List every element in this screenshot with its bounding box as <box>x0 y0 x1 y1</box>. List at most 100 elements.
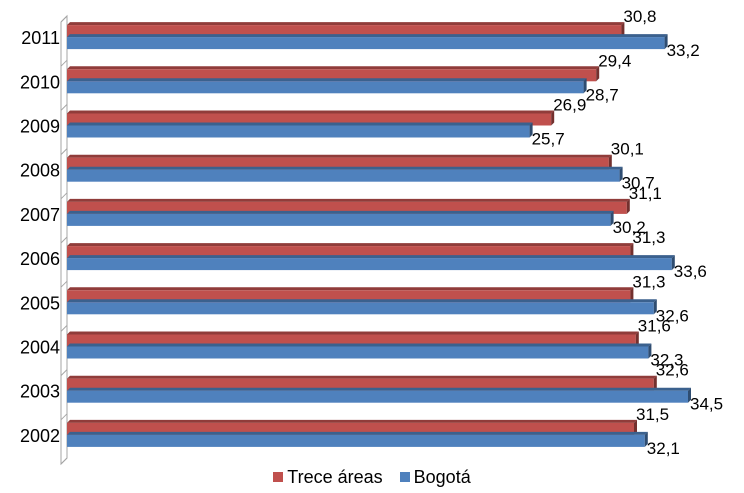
bar <box>67 37 665 50</box>
bar-top-face <box>67 198 630 202</box>
axis-tick <box>60 325 68 332</box>
data-label: 33,6 <box>674 262 707 281</box>
legend-label-series-2: Bogotá <box>413 466 471 487</box>
axis-tick <box>60 457 68 465</box>
bar-end-face <box>648 343 652 359</box>
bar-end-face <box>551 110 555 126</box>
bar-end-face <box>608 154 612 170</box>
data-label: 25,7 <box>532 130 565 149</box>
data-label: 32,1 <box>647 439 680 458</box>
bar-top-face <box>67 387 691 391</box>
bar-end-face <box>644 431 648 447</box>
bar-end-face <box>634 419 637 435</box>
bar <box>67 169 620 182</box>
axis-tick <box>60 236 68 244</box>
axis-tick <box>60 59 68 67</box>
axis-tick <box>60 104 68 111</box>
bar-end-face <box>610 210 614 226</box>
data-label: 30,7 <box>622 174 655 193</box>
bar <box>67 81 584 94</box>
bar-top-face <box>67 122 533 126</box>
bar-end-face <box>626 198 630 214</box>
bar-end-face <box>635 331 639 347</box>
bar-top-face <box>67 299 657 303</box>
legend-swatch-series-1 <box>273 472 284 482</box>
bar-end-face <box>653 375 657 391</box>
axis-tick <box>60 369 68 376</box>
y-tick-label: 2009 <box>20 117 60 137</box>
bar <box>67 213 611 226</box>
data-label: 29,4 <box>598 51 631 70</box>
bar-end-face <box>621 22 625 38</box>
bar-top-face <box>67 287 634 291</box>
bar-top-face <box>67 34 668 38</box>
bar-top-face <box>67 255 675 259</box>
y-tick-label: 2007 <box>20 205 60 225</box>
bar-top-face <box>67 431 648 435</box>
data-label: 31,5 <box>636 405 669 424</box>
bar-top-face <box>67 78 587 82</box>
data-label: 30,8 <box>623 7 656 26</box>
bar <box>67 390 688 403</box>
bar-end-face <box>529 122 533 138</box>
bar-end-face <box>583 78 587 94</box>
y-tick-label: 2011 <box>21 28 60 48</box>
category-axis: 2002 2003 2004 2005 2006 2007 2008 2009 2010 2011 <box>20 14 68 466</box>
bar-top-face <box>67 375 657 379</box>
bar-top-face <box>67 419 637 423</box>
y-tick-label: 2002 <box>20 426 60 446</box>
data-label: 28,7 <box>586 85 619 104</box>
data-label: 34,5 <box>690 395 723 414</box>
y-tick-label: 2005 <box>20 293 60 313</box>
y-tick-label: 2008 <box>20 161 60 181</box>
bar-top-face <box>67 331 639 335</box>
y-tick-label: 2006 <box>20 249 60 269</box>
bar-top-face <box>67 22 625 26</box>
legend-label-series-1: Trece áreas <box>287 466 383 487</box>
legend: Trece áreas Bogotá <box>0 466 744 488</box>
axis-tick <box>60 280 68 288</box>
legend-swatch-series-2 <box>399 472 410 482</box>
bar-top-face <box>67 110 555 114</box>
bar-end-face <box>619 166 623 182</box>
data-labels: 31,532,132,634,531,632,331,332,631,333,6… <box>532 7 723 458</box>
y-tick-label: 2003 <box>20 382 60 402</box>
bar-top-face <box>67 210 614 214</box>
bar <box>67 346 649 359</box>
bar-top-face <box>67 243 634 247</box>
bar-top-face <box>67 154 612 158</box>
bar-end-face <box>688 387 691 403</box>
data-label: 31,3 <box>632 228 665 247</box>
bar-end-face <box>630 287 634 303</box>
bar-end-face <box>653 299 657 315</box>
legend-item-series-1: Trece áreas <box>273 466 383 488</box>
bar-end-face <box>671 255 675 271</box>
bar <box>67 434 645 447</box>
bar-end-face <box>664 34 668 50</box>
y-tick-label: 2004 <box>20 338 60 358</box>
data-label: 32,6 <box>656 306 689 325</box>
data-label: 31,3 <box>632 272 665 291</box>
axis-tick <box>60 148 68 155</box>
bar <box>67 302 654 315</box>
bar-top-face <box>67 66 600 70</box>
bar-end-face <box>596 66 600 82</box>
data-label: 33,2 <box>667 41 700 60</box>
data-label: 31,6 <box>638 317 671 336</box>
data-label: 32,6 <box>656 361 689 380</box>
data-label: 31,1 <box>629 184 662 203</box>
bar <box>67 25 622 38</box>
data-label: 26,9 <box>553 96 586 115</box>
data-label: 30,2 <box>613 218 646 237</box>
axis-tick <box>60 15 68 23</box>
bar-top-face <box>67 343 652 347</box>
bar <box>67 125 530 138</box>
legend-item-series-2: Bogotá <box>399 466 471 488</box>
bar-top-face <box>67 166 623 170</box>
bar-end-face <box>630 243 634 259</box>
y-tick-label: 2010 <box>20 72 60 92</box>
bars <box>67 22 691 447</box>
data-label: 30,1 <box>611 140 644 159</box>
bar <box>67 258 672 271</box>
